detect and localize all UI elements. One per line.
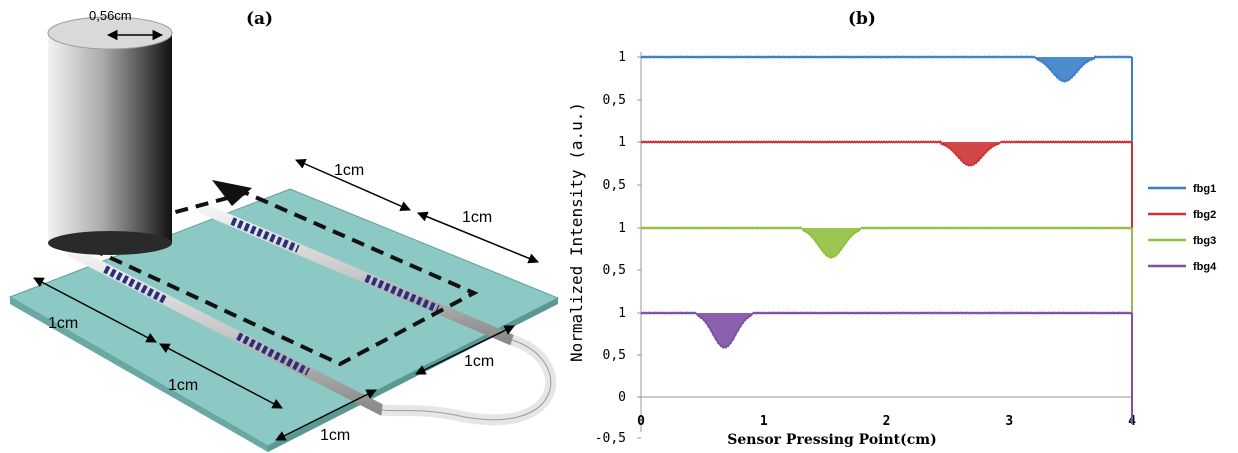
press-cylinder [48,33,172,243]
y-axis-title: Normalized Intensity (a.u.) [567,102,586,362]
legend-label-fbg2: fbg2 [1193,209,1216,221]
dim-right-2: 1cm [320,427,350,444]
y-tick-label: 1 [618,135,626,150]
dim-arrow-top-2 [417,211,539,264]
series-fbg3-dip [803,228,860,258]
y-tick-label: 1 [618,50,626,65]
series-fbg4-dip [697,313,752,348]
panel-b-label: (b) [848,9,876,29]
series-fbg4-line [640,311,1133,349]
y-tick-label: 0 [618,390,626,405]
y-tick-label: 0,5 [603,93,626,108]
y-tick-label: 0,5 [603,263,626,278]
series-fbg2-line [640,140,1133,167]
legend-label-fbg4: fbg4 [1193,261,1217,273]
x-tick-label: 3 [1005,414,1013,429]
y-tick-label: 0,5 [603,348,626,363]
dim-arrow-left-2 [159,343,283,409]
dim-right-1: 1cm [464,353,494,370]
series-fbg2-dip [941,142,1000,166]
grating-2 [364,274,440,313]
y-tick-label: 0,5 [603,178,626,193]
dim-left-2: 1cm [168,377,198,394]
dim-arrow-right-1 [415,325,515,375]
x-tick-label: 1 [760,414,768,429]
grating-3 [236,332,310,376]
dim-arrow-top-1 [295,158,411,212]
intensity-chart: 10,510,510,510,50-0,5 01234 Normalized I… [567,50,1217,448]
dim-left-1: 1cm [48,315,78,332]
x-axis-title: Sensor Pressing Point(cm) [727,432,936,448]
y-tick-label: 1 [618,306,626,321]
series-fbg3-line [640,226,1133,260]
legend: fbg1 fbg2 fbg3 fbg4 [1148,183,1217,273]
grating-1 [230,217,300,253]
legend-label-fbg3: fbg3 [1193,235,1216,247]
press-path-outline [66,190,479,367]
schematic-diagram: 0,56cm 1cm 1cm 1cm 1cm 1cm 1cm [8,8,560,452]
legend-label-fbg1: fbg1 [1193,183,1216,195]
cylinder-diameter-label: 0,56cm [89,8,132,23]
y-tick-label: -0,5 [595,431,626,446]
dim-top-1: 1cm [334,162,364,179]
series-fbg1-line [640,55,1133,83]
y-tick-label: 1 [618,221,626,236]
series-fbg1-dip [1036,57,1094,82]
direction-arrow-icon [212,180,252,206]
x-tick-label: 2 [883,414,891,429]
panel-a-label: (a) [246,9,273,29]
fiber-upper [198,203,518,346]
x-tick-label: 0 [637,414,645,429]
dim-arrow-left-1 [33,277,157,343]
dim-arrow-right-2 [275,389,377,441]
dim-top-2: 1cm [462,209,492,226]
